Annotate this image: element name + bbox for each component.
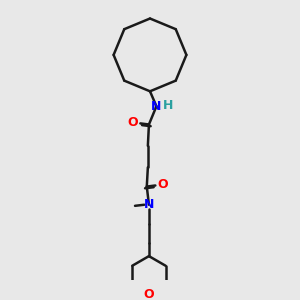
Text: O: O bbox=[144, 288, 154, 300]
Text: N: N bbox=[151, 100, 162, 113]
Text: O: O bbox=[158, 178, 168, 191]
Text: H: H bbox=[163, 99, 173, 112]
Text: O: O bbox=[128, 116, 138, 129]
Text: N: N bbox=[144, 198, 154, 211]
